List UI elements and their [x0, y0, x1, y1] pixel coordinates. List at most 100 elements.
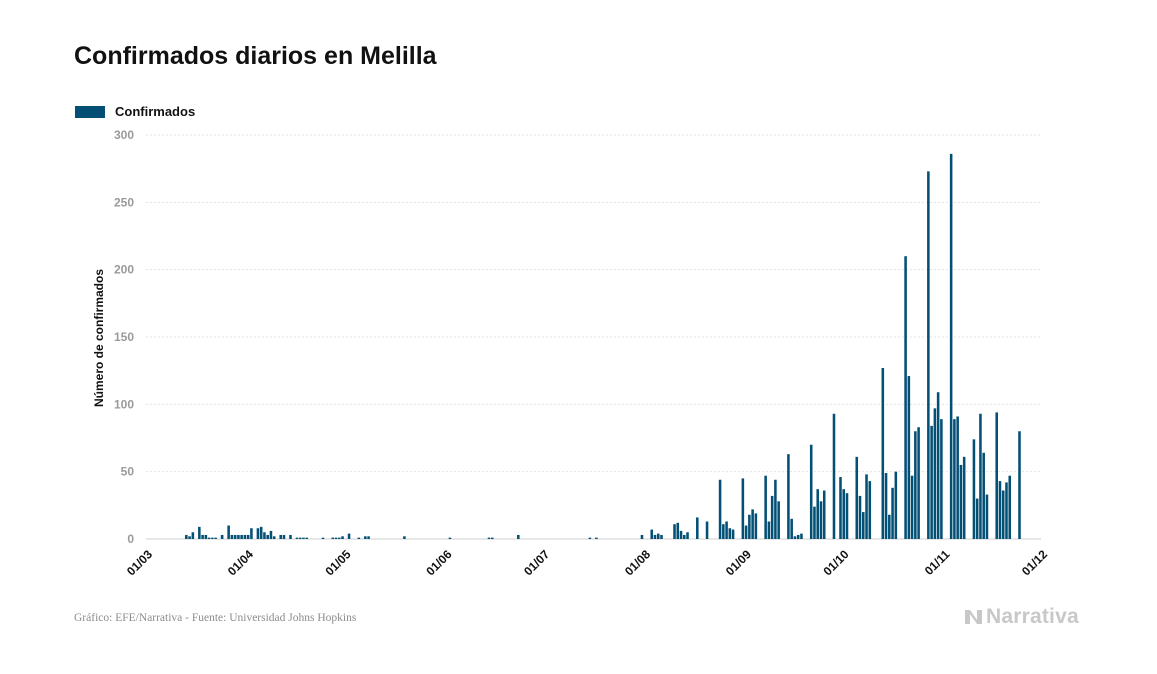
- bar: [907, 376, 911, 539]
- bar: [842, 489, 846, 539]
- bar: [832, 413, 836, 539]
- bar: [240, 534, 243, 539]
- bar: [787, 454, 790, 539]
- bar: [770, 495, 774, 539]
- bar: [718, 479, 722, 539]
- bar: [214, 537, 217, 539]
- bar: [956, 416, 959, 539]
- bar: [191, 532, 195, 539]
- legend-swatch: [75, 105, 105, 118]
- bar: [894, 471, 898, 539]
- narrativa-logo: Narrativa: [964, 605, 1079, 629]
- bar: [650, 529, 654, 539]
- bar: [933, 408, 937, 539]
- bar: [979, 413, 982, 539]
- bar: [891, 487, 894, 539]
- y-tick-label: 250: [114, 195, 134, 209]
- bar: [269, 530, 273, 539]
- bar: [774, 479, 777, 539]
- bar: [220, 534, 224, 539]
- bar: [809, 444, 813, 539]
- bar: [676, 522, 680, 539]
- bar: [767, 521, 771, 539]
- bar: [341, 536, 344, 539]
- bar: [748, 514, 751, 539]
- x-tick-label: 01/10: [820, 547, 851, 578]
- bar: [266, 534, 269, 539]
- bar: [940, 419, 943, 539]
- bar: [1008, 475, 1012, 539]
- y-tick-label: 300: [114, 128, 134, 142]
- bar: [364, 536, 367, 539]
- y-tick-label: 100: [114, 397, 134, 411]
- y-tick-labels: 0 50 100 150 200 250 300: [114, 128, 134, 546]
- bar: [959, 464, 963, 539]
- bar: [855, 456, 859, 539]
- bar: [211, 537, 214, 539]
- bar: [1018, 431, 1021, 539]
- bar: [751, 509, 754, 539]
- bar: [793, 536, 797, 539]
- bar: [936, 392, 940, 539]
- bar: [279, 534, 282, 539]
- bar: [357, 537, 361, 539]
- y-axis-label: Número de confirmados: [92, 269, 106, 407]
- bar: [1005, 482, 1008, 539]
- bar: [731, 529, 735, 539]
- bar: [250, 528, 253, 539]
- bar: [995, 412, 998, 539]
- y-tick-label: 50: [121, 465, 135, 479]
- bar: [982, 452, 985, 539]
- bar: [949, 153, 953, 539]
- bar: [764, 475, 767, 539]
- bar: [868, 481, 872, 539]
- bar: [888, 514, 891, 539]
- x-tick-label: 01/04: [225, 547, 256, 578]
- bar: [813, 506, 816, 539]
- bar: [914, 431, 917, 539]
- bar: [975, 498, 979, 539]
- bar: [640, 534, 644, 539]
- bar: [188, 536, 191, 539]
- bar: [881, 367, 885, 539]
- bar: [816, 489, 819, 539]
- bar: [347, 533, 351, 539]
- bar: [673, 524, 676, 539]
- bar: [683, 534, 686, 539]
- bar: [985, 494, 989, 539]
- bar: [722, 524, 725, 539]
- bar: [185, 534, 188, 539]
- bar: [207, 537, 211, 539]
- bar: [653, 534, 657, 539]
- bar: [246, 534, 250, 539]
- bar: [904, 256, 907, 539]
- bar: [338, 537, 341, 539]
- bar: [259, 526, 263, 539]
- bar: [289, 534, 292, 539]
- bar: [800, 533, 803, 539]
- bar: [448, 537, 452, 539]
- bar: [962, 456, 966, 539]
- bar: [725, 521, 728, 539]
- bar: [741, 478, 745, 539]
- bar: [998, 481, 1002, 539]
- bar: [282, 534, 286, 539]
- bar: [696, 517, 699, 539]
- x-tick-labels: 01/03 01/04 01/05 01/06 01/07 01/08 01/09 01/10…: [124, 547, 1050, 578]
- x-tick-label: 01/06: [423, 547, 454, 578]
- bar: [588, 537, 592, 539]
- bar: [858, 495, 862, 539]
- bar: [862, 512, 865, 539]
- bar: [884, 473, 888, 539]
- bar: [201, 534, 204, 539]
- bar: [263, 532, 266, 539]
- bar: [237, 534, 240, 539]
- bar: [230, 534, 234, 539]
- bar: [679, 530, 683, 539]
- bar: [728, 528, 732, 539]
- bar: [256, 528, 260, 539]
- bar: [790, 518, 793, 539]
- bar: [517, 534, 520, 539]
- bar: [298, 537, 302, 539]
- x-tick-label: 01/12: [1019, 547, 1050, 578]
